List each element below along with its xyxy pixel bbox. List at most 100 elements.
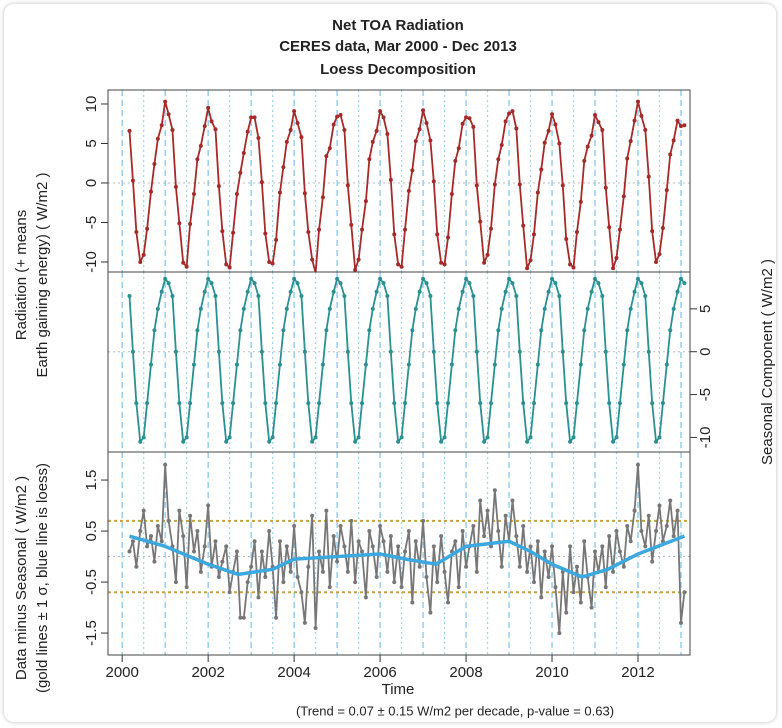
chart-title: Net TOA Radiation [332, 17, 464, 34]
data-point [471, 294, 476, 298]
data-point [195, 157, 200, 162]
data-point [421, 108, 426, 113]
data-point [345, 349, 350, 354]
data-point [446, 600, 451, 605]
data-point [360, 227, 365, 232]
data-point [206, 503, 211, 508]
data-point [170, 294, 175, 298]
data-point [345, 569, 350, 574]
data-point [521, 523, 526, 528]
data-point [202, 289, 207, 294]
data-point [546, 128, 551, 133]
data-point [367, 328, 372, 333]
data-point [152, 162, 157, 167]
data-point [639, 113, 644, 118]
data-point [539, 595, 544, 600]
data-point [399, 585, 404, 590]
data-point [263, 231, 268, 236]
data-point [675, 118, 680, 123]
data-point [431, 349, 436, 354]
data-point [431, 179, 436, 184]
data-point [650, 229, 655, 234]
data-point [145, 226, 150, 231]
data-point [557, 141, 562, 146]
data-point [342, 128, 347, 133]
data-point [370, 306, 375, 311]
y-tick-label: -1.5 [83, 620, 100, 646]
data-point [216, 349, 221, 354]
data-point [331, 122, 336, 127]
data-point [517, 564, 522, 569]
data-point [535, 190, 540, 195]
data-point [155, 523, 160, 528]
data-point [550, 112, 555, 117]
data-point [439, 260, 444, 265]
data-point [141, 435, 146, 440]
data-point [471, 523, 476, 528]
data-point [224, 544, 229, 549]
panel-frame [107, 451, 691, 656]
data-point [593, 113, 598, 118]
data-point [453, 539, 458, 544]
data-point [460, 121, 465, 126]
data-point [392, 232, 397, 237]
data-point [356, 257, 361, 262]
data-point [227, 265, 232, 270]
data-point [413, 539, 418, 544]
data-point [478, 401, 483, 406]
data-point [270, 435, 275, 440]
data-point [564, 610, 569, 615]
data-point [274, 401, 279, 406]
y-tick-label: -10 [83, 251, 100, 273]
data-point [654, 259, 659, 264]
data-point [327, 146, 332, 151]
data-point [360, 401, 365, 406]
data-point [320, 362, 325, 367]
data-point [245, 129, 250, 134]
data-point [542, 306, 547, 311]
series-line [129, 534, 686, 579]
data-point [367, 529, 372, 534]
data-point [231, 401, 236, 406]
data-point [632, 118, 637, 123]
data-point [127, 128, 132, 133]
data-point [134, 401, 139, 406]
data-point [399, 264, 404, 269]
data-point [396, 439, 401, 444]
data-point [550, 544, 555, 549]
data-point [531, 580, 536, 585]
data-point [138, 259, 143, 264]
data-point [542, 549, 547, 554]
data-point [277, 539, 282, 544]
data-point [531, 232, 536, 237]
data-point [173, 580, 178, 585]
data-point [492, 182, 497, 187]
data-point [209, 281, 214, 286]
data-point [564, 237, 569, 242]
data-point [252, 281, 257, 286]
data-point [596, 120, 601, 125]
data-point [299, 590, 304, 595]
data-point [227, 435, 232, 440]
data-point [327, 306, 332, 311]
data-point [478, 219, 483, 224]
data-point [406, 188, 411, 193]
data-point [302, 620, 307, 625]
data-point [177, 401, 182, 406]
data-point [424, 120, 429, 125]
data-point [657, 503, 662, 508]
data-point [184, 585, 189, 590]
x-tick-label: 2006 [363, 664, 396, 681]
data-point [632, 508, 637, 513]
data-point [678, 620, 683, 625]
data-point [184, 264, 189, 269]
data-point [646, 349, 651, 354]
panel [108, 276, 690, 444]
data-point [657, 435, 662, 440]
data-point [374, 574, 379, 579]
data-point [270, 261, 275, 266]
data-point [585, 306, 590, 311]
data-point [349, 518, 354, 523]
data-point [611, 266, 616, 271]
data-point [317, 549, 322, 554]
